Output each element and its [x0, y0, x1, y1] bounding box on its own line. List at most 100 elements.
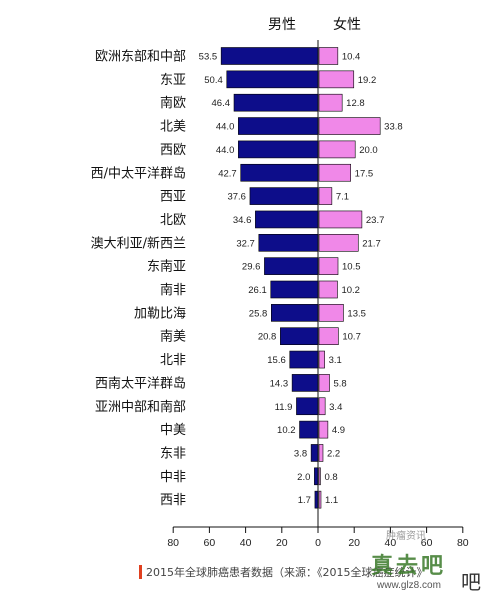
- bar-male: [249, 187, 319, 205]
- category-label: 西欧: [160, 143, 186, 158]
- bar-female: [318, 444, 324, 462]
- data-label-female: 10.2: [341, 285, 360, 296]
- data-label-female: 10.4: [342, 52, 361, 63]
- data-label-male: 46.4: [212, 98, 231, 109]
- chart-row: 西非 1.7 1.1: [160, 490, 338, 509]
- data-label-male: 32.7: [236, 238, 255, 249]
- x-tick-label: 0: [315, 537, 321, 549]
- data-label-female: 33.8: [384, 122, 403, 133]
- chart-row: 西欧 44.0 20.0: [160, 140, 378, 159]
- bar-male: [258, 234, 319, 252]
- data-label-male: 10.2: [277, 425, 296, 436]
- bar-female: [318, 467, 321, 486]
- chart-row: 北美 44.0 33.8: [160, 117, 403, 135]
- category-label: 东南亚: [147, 259, 186, 275]
- bar-male: [291, 374, 319, 392]
- chart-row: 西/中太平洋群岛 42.7 17.5: [91, 163, 374, 182]
- bar-female: [318, 257, 339, 275]
- data-label-female: 17.5: [355, 168, 374, 179]
- bar-female: [318, 490, 322, 509]
- bar-male: [238, 140, 319, 159]
- chart-row: 中美 10.2 4.9: [160, 420, 345, 439]
- bar-female: [318, 140, 356, 159]
- figure-caption: 2015年全球肺癌患者数据（来源：《2015全球癌症统计》: [146, 566, 428, 579]
- data-label-male: 20.8: [258, 332, 277, 343]
- chart-row: 西亚 37.6 7.1: [160, 187, 349, 205]
- category-label: 南美: [160, 329, 186, 345]
- category-label: 北美: [160, 120, 186, 135]
- bar-female: [318, 70, 355, 89]
- bar-female: [318, 47, 339, 65]
- bar-male: [289, 350, 319, 369]
- bar-male: [310, 444, 319, 462]
- watermark-wechat: 肿瘤资讯: [386, 531, 426, 542]
- chart-row: 南欧 46.4 12.8: [160, 93, 365, 112]
- data-label-male: 11.9: [275, 402, 293, 413]
- data-label-female: 4.9: [332, 425, 345, 436]
- bar-male: [220, 47, 319, 65]
- chart-row: 澳大利亚/新西兰 32.7 21.7: [91, 234, 381, 252]
- chart-row: 中非 2.0 0.8: [160, 467, 338, 486]
- x-tick-label: 60: [421, 537, 433, 549]
- data-label-female: 0.8: [324, 472, 337, 483]
- data-label-female: 5.8: [333, 378, 346, 389]
- x-tick-label: 40: [385, 537, 397, 549]
- bar-female: [318, 350, 325, 369]
- bar-female: [318, 234, 359, 252]
- category-label: 西亚: [160, 190, 186, 205]
- bar-male: [233, 93, 319, 112]
- chart-row: 东南亚 29.6 10.5: [147, 257, 361, 275]
- data-label-female: 10.5: [342, 262, 361, 273]
- bar-male: [240, 163, 319, 182]
- data-label-male: 15.6: [267, 355, 286, 366]
- x-tick-label: 80: [167, 537, 179, 549]
- x-tick-label: 60: [204, 537, 216, 549]
- bar-female: [318, 304, 344, 322]
- bar-female: [318, 117, 381, 135]
- chart-row: 北非 15.6 3.1: [160, 350, 342, 369]
- category-label: 中美: [160, 423, 186, 438]
- data-label-female: 19.2: [358, 75, 377, 86]
- data-label-male: 2.0: [297, 472, 310, 483]
- bar-female: [318, 210, 363, 229]
- data-label-female: 13.5: [347, 308, 366, 319]
- bar-male: [314, 467, 319, 486]
- chart-row: 北欧 34.6 23.7: [160, 210, 384, 229]
- data-label-female: 2.2: [327, 448, 340, 459]
- data-label-male: 29.6: [242, 262, 261, 273]
- data-label-female: 21.7: [362, 238, 381, 249]
- bar-male: [271, 304, 319, 322]
- data-label-female: 20.0: [359, 145, 378, 156]
- data-label-male: 44.0: [216, 122, 235, 133]
- x-tick-label: 20: [348, 537, 360, 549]
- x-tick-label: 40: [240, 537, 252, 549]
- x-tick-label: 80: [457, 537, 469, 549]
- bar-female: [318, 420, 329, 439]
- category-label: 南欧: [160, 95, 186, 111]
- category-label: 南非: [160, 282, 186, 298]
- data-label-male: 44.0: [216, 145, 235, 156]
- chart-row: 东非 3.8 2.2: [160, 444, 340, 462]
- bar-male: [226, 70, 319, 89]
- category-label: 东非: [160, 446, 186, 461]
- data-label-male: 26.1: [248, 285, 267, 296]
- data-label-female: 7.1: [336, 192, 349, 203]
- bar-male: [270, 280, 319, 299]
- chart-row: 南美 20.8 10.7: [160, 327, 361, 346]
- chart-row: 亚洲中部和南部 11.9 3.4: [95, 397, 342, 416]
- category-label: 西/中太平洋群岛: [91, 165, 186, 181]
- data-label-male: 14.3: [270, 378, 289, 389]
- data-label-male: 42.7: [218, 168, 237, 179]
- bar-female: [318, 93, 343, 112]
- series-header-male: 男性: [268, 17, 296, 33]
- series-header-female: 女性: [333, 16, 361, 33]
- data-label-female: 10.7: [342, 332, 361, 343]
- data-label-male: 53.5: [199, 52, 218, 63]
- category-label: 加勒比海: [134, 306, 186, 321]
- bar-female: [318, 327, 339, 346]
- data-label-male: 50.4: [204, 75, 223, 86]
- watermark-url: www.glz8.com: [377, 580, 441, 591]
- category-label: 欧洲东部和中部: [95, 50, 186, 65]
- bar-male: [299, 420, 319, 439]
- bar-female: [318, 374, 330, 392]
